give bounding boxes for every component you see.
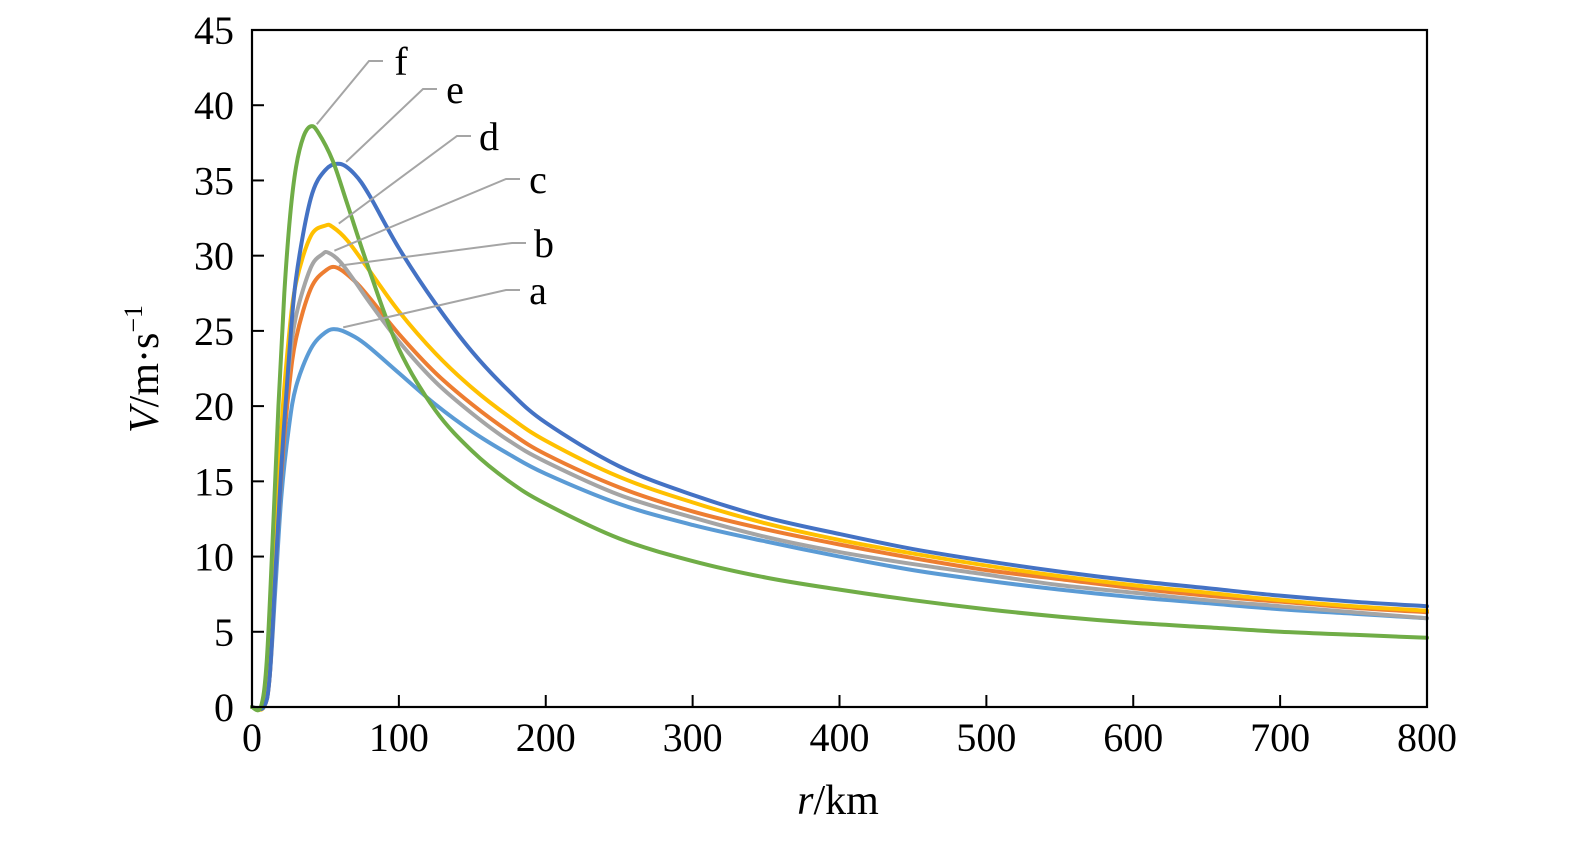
leader-line-a (342, 289, 520, 329)
y-tick-label: 35 (194, 158, 234, 203)
series-line-f (250, 124, 1429, 713)
y-tick-label: 5 (214, 610, 234, 655)
x-tick-label: 400 (810, 715, 870, 760)
curve-label-c: c (529, 157, 547, 202)
y-tick-label: 20 (194, 384, 234, 429)
y-axis-variable: V (122, 403, 168, 433)
y-tick-label: 30 (194, 234, 234, 279)
x-axis-variable: r (797, 778, 814, 824)
x-tick-label: 800 (1397, 715, 1457, 760)
curve-label-d: d (479, 114, 499, 159)
leader-line-e (345, 88, 437, 163)
x-tick-label: 500 (956, 715, 1016, 760)
leader-line-f (315, 60, 383, 125)
y-tick-label: 40 (194, 83, 234, 128)
x-tick-label: 600 (1103, 715, 1163, 760)
leader-line-c (333, 178, 520, 252)
series-line-e (250, 161, 1429, 712)
curves-group (250, 124, 1429, 713)
y-axis-unit-exponent: −1 (119, 305, 148, 333)
curve-label-f: f (394, 39, 408, 84)
series-line-a (250, 327, 1429, 712)
series-line-d (250, 222, 1429, 712)
x-tick-label: 700 (1250, 715, 1310, 760)
axis-ticks: 0 100 200 300 400 500 600 700 800 0 5 10 15 20 25 30 35 4… (194, 8, 1457, 760)
x-tick-label: 100 (369, 715, 429, 760)
curve-label-b: b (534, 221, 554, 266)
y-axis-unit: /m·s (122, 333, 168, 408)
leader-line-b (338, 242, 526, 267)
series-line-c (250, 249, 1429, 712)
curve-label-a: a (529, 268, 547, 313)
x-tick-label: 200 (516, 715, 576, 760)
y-axis-label: V/m·s−1 (119, 305, 168, 433)
y-tick-label: 15 (194, 459, 234, 504)
leader-line-d (338, 135, 471, 225)
curve-label-e: e (446, 67, 464, 112)
y-tick-label: 0 (214, 685, 234, 730)
x-axis-unit: /km (814, 778, 880, 824)
y-tick-label: 10 (194, 535, 234, 580)
y-tick-label: 25 (194, 309, 234, 354)
x-tick-label: 300 (663, 715, 723, 760)
x-axis-label: r/km (797, 778, 879, 824)
series-line-b (250, 264, 1429, 712)
x-tick-label: 0 (242, 715, 262, 760)
y-tick-label: 45 (194, 8, 234, 53)
